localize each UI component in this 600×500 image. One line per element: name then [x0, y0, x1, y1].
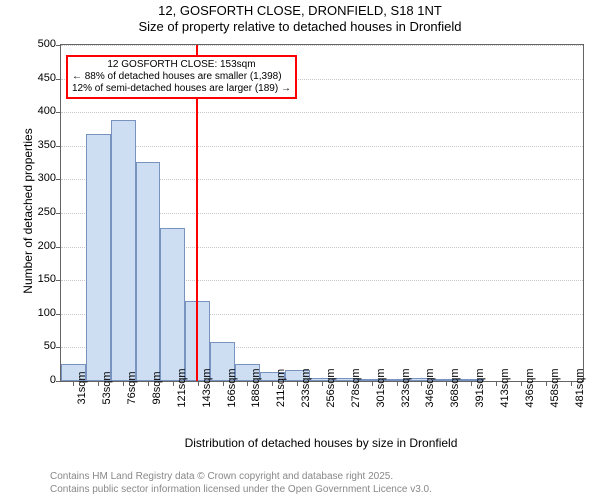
x-tick-mark	[73, 381, 74, 386]
x-tick-mark	[446, 381, 447, 386]
annotation-box: 12 GOSFORTH CLOSE: 153sqm← 88% of detach…	[66, 55, 297, 99]
x-tick-label: 481sqm	[574, 368, 586, 407]
x-tick-label: 458sqm	[549, 368, 561, 407]
x-tick-label: 31sqm	[76, 371, 88, 404]
footer-credits: Contains HM Land Registry data © Crown c…	[50, 471, 432, 496]
x-tick-mark	[496, 381, 497, 386]
y-tick-label: 200	[0, 240, 60, 252]
x-tick-mark	[123, 381, 124, 386]
x-tick-mark	[148, 381, 149, 386]
x-tick-mark	[421, 381, 422, 386]
footer-line1: Contains HM Land Registry data © Crown c…	[50, 471, 432, 484]
x-tick-mark	[297, 381, 298, 386]
x-tick-label: 76sqm	[126, 371, 138, 404]
x-tick-mark	[521, 381, 522, 386]
y-tick-label: 100	[0, 307, 60, 319]
y-tick-label: 50	[0, 340, 60, 352]
annotation-title: 12 GOSFORTH CLOSE: 153sqm	[72, 59, 291, 71]
x-tick-label: 188sqm	[250, 368, 262, 407]
x-tick-label: 256sqm	[325, 368, 337, 407]
chart-title: 12, GOSFORTH CLOSE, DRONFIELD, S18 1NT S…	[0, 0, 600, 36]
y-tick-label: 450	[0, 72, 60, 84]
x-tick-mark	[98, 381, 99, 386]
y-tick-label: 500	[0, 38, 60, 50]
x-tick-mark	[571, 381, 572, 386]
x-tick-mark	[198, 381, 199, 386]
histogram-bar	[86, 134, 111, 381]
x-tick-label: 323sqm	[400, 368, 412, 407]
annotation-line2: 12% of semi-detached houses are larger (…	[72, 83, 291, 95]
x-tick-mark	[546, 381, 547, 386]
title-line1: 12, GOSFORTH CLOSE, DRONFIELD, S18 1NT	[0, 3, 600, 19]
grid-line	[61, 146, 583, 147]
histogram-bar	[111, 120, 136, 381]
y-tick-label: 400	[0, 105, 60, 117]
x-tick-label: 166sqm	[226, 368, 238, 407]
grid-line	[61, 112, 583, 113]
x-tick-mark	[397, 381, 398, 386]
footer-line2: Contains public sector information licen…	[50, 484, 432, 497]
plot-area: 12 GOSFORTH CLOSE: 153sqm← 88% of detach…	[60, 44, 584, 382]
x-tick-label: 436sqm	[524, 368, 536, 407]
y-tick-label: 300	[0, 172, 60, 184]
histogram-bar	[136, 162, 161, 381]
y-tick-label: 250	[0, 206, 60, 218]
x-tick-mark	[223, 381, 224, 386]
x-tick-mark	[372, 381, 373, 386]
x-tick-label: 98sqm	[151, 371, 163, 404]
x-tick-label: 233sqm	[300, 368, 312, 407]
x-tick-label: 278sqm	[350, 368, 362, 407]
x-tick-label: 413sqm	[499, 368, 511, 407]
y-tick-label: 0	[0, 374, 60, 386]
x-tick-label: 211sqm	[275, 369, 287, 407]
histogram-bar	[160, 228, 185, 381]
title-line2: Size of property relative to detached ho…	[0, 19, 600, 35]
x-tick-mark	[247, 381, 248, 386]
x-axis-label: Distribution of detached houses by size …	[60, 436, 582, 450]
x-tick-mark	[173, 381, 174, 386]
x-tick-label: 368sqm	[449, 368, 461, 407]
x-tick-label: 391sqm	[474, 368, 486, 407]
x-tick-label: 121sqm	[176, 368, 188, 407]
x-tick-label: 346sqm	[424, 368, 436, 407]
y-tick-label: 350	[0, 139, 60, 151]
x-tick-label: 53sqm	[101, 371, 113, 404]
x-tick-label: 301sqm	[375, 368, 387, 407]
x-tick-mark	[471, 381, 472, 386]
x-tick-mark	[272, 381, 273, 386]
annotation-line1: ← 88% of detached houses are smaller (1,…	[72, 71, 291, 83]
grid-line	[61, 45, 583, 46]
y-tick-label: 150	[0, 273, 60, 285]
x-tick-mark	[322, 381, 323, 386]
x-tick-label: 143sqm	[201, 368, 213, 407]
x-tick-mark	[347, 381, 348, 386]
